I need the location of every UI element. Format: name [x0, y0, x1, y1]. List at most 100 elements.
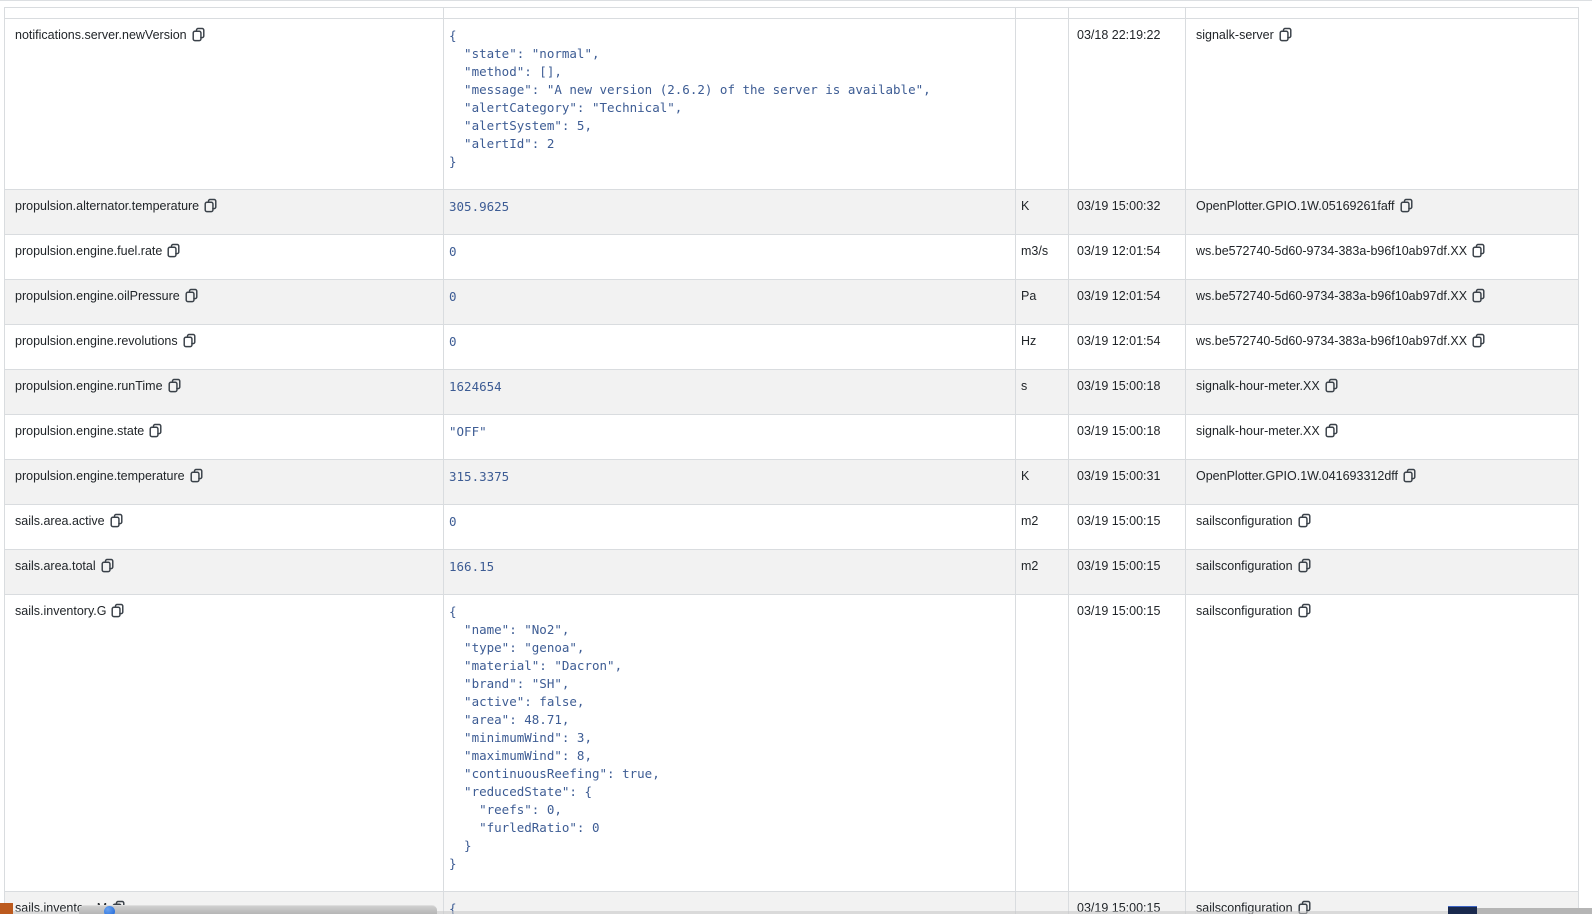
units-cell — [1015, 891, 1069, 914]
table-row: sails.inventory.M { "name": "Main" 03/19… — [4, 891, 1579, 914]
copy-source-icon[interactable] — [1472, 288, 1485, 303]
source-label: sailsconfiguration — [1196, 514, 1293, 528]
value-cell: 0 — [443, 279, 1016, 325]
path-cell: sails.area.total — [4, 549, 444, 595]
table-row: propulsion.engine.revolutions 0 Hz 03/19… — [4, 324, 1579, 370]
copy-path-icon[interactable] — [204, 198, 217, 213]
taskbar-right-strip[interactable] — [1477, 908, 1592, 914]
path-label: propulsion.engine.runTime — [15, 379, 163, 393]
taskbar-app-icon[interactable] — [104, 906, 115, 914]
partial-path-cell — [4, 7, 444, 19]
path-label: notifications.server.newVersion — [15, 28, 187, 42]
source-label: OpenPlotter.GPIO.1W.041693312dff — [1196, 469, 1398, 483]
timestamp-label: 03/19 12:01:54 — [1077, 289, 1161, 303]
copy-source-icon[interactable] — [1279, 27, 1292, 42]
copy-source-icon[interactable] — [1472, 243, 1485, 258]
units-cell: K — [1015, 459, 1069, 505]
timestamp-label: 03/18 22:19:22 — [1077, 28, 1161, 42]
value-cell: { "name": "Main" — [443, 891, 1016, 914]
units-label: K — [1021, 199, 1030, 213]
timestamp-cell: 03/19 15:00:15 — [1068, 891, 1186, 914]
copy-source-icon[interactable] — [1325, 423, 1338, 438]
copy-path-icon[interactable] — [185, 288, 198, 303]
source-label: signalk-hour-meter.XX — [1196, 379, 1320, 393]
copy-path-icon[interactable] — [190, 468, 203, 483]
copy-source-icon[interactable] — [1298, 558, 1311, 573]
units-cell: m2 — [1015, 504, 1069, 550]
copy-path-icon[interactable] — [192, 27, 205, 42]
source-label: sailsconfiguration — [1196, 559, 1293, 573]
path-label: propulsion.engine.oilPressure — [15, 289, 180, 303]
copy-source-icon[interactable] — [1298, 603, 1311, 618]
timestamp-label: 03/19 12:01:54 — [1077, 244, 1161, 258]
units-cell: K — [1015, 189, 1069, 235]
timestamp-label: 03/19 15:00:18 — [1077, 379, 1161, 393]
partial-row-top — [4, 7, 1579, 19]
table-row: propulsion.engine.fuel.rate 0 m3/s 03/19… — [4, 234, 1579, 280]
source-cell: ws.be572740-5d60-9734-383a-b96f10ab97df.… — [1185, 324, 1579, 370]
source-label: ws.be572740-5d60-9734-383a-b96f10ab97df.… — [1196, 289, 1468, 303]
taskbar-window-bar[interactable] — [79, 905, 437, 914]
top-row-divider — [0, 0, 1592, 1]
source-label: OpenPlotter.GPIO.1W.05169261faff — [1196, 199, 1395, 213]
copy-path-icon[interactable] — [167, 243, 180, 258]
value-cell: 0 — [443, 504, 1016, 550]
copy-path-icon[interactable] — [101, 558, 114, 573]
partial-timestamp-cell — [1068, 7, 1186, 19]
source-label: ws.be572740-5d60-9734-383a-b96f10ab97df.… — [1196, 244, 1468, 258]
path-label: propulsion.engine.revolutions — [15, 334, 178, 348]
path-cell: sails.area.active — [4, 504, 444, 550]
value-cell: 0 — [443, 324, 1016, 370]
copy-path-icon[interactable] — [110, 513, 123, 528]
source-label: signalk-server — [1196, 28, 1274, 42]
path-cell: notifications.server.newVersion — [4, 18, 444, 190]
source-label: sailsconfiguration — [1196, 901, 1293, 914]
timestamp-cell: 03/19 12:01:54 — [1068, 234, 1186, 280]
partial-units-cell — [1015, 7, 1069, 19]
data-table-body: notifications.server.newVersion { "state… — [4, 7, 1579, 914]
units-cell — [1015, 18, 1069, 190]
path-cell: propulsion.engine.temperature — [4, 459, 444, 505]
value-text: 315.3375 — [449, 469, 510, 484]
taskbar-left-accent[interactable] — [0, 903, 13, 914]
value-text: 0 — [449, 334, 457, 349]
timestamp-cell: 03/19 15:00:32 — [1068, 189, 1186, 235]
path-cell: sails.inventory.G — [4, 594, 444, 892]
units-cell: s — [1015, 369, 1069, 415]
copy-path-icon[interactable] — [183, 333, 196, 348]
source-cell: ws.be572740-5d60-9734-383a-b96f10ab97df.… — [1185, 279, 1579, 325]
timestamp-cell: 03/19 15:00:15 — [1068, 594, 1186, 892]
timestamp-cell: 03/19 15:00:15 — [1068, 504, 1186, 550]
table-row: propulsion.engine.runTime 1624654 s 03/1… — [4, 369, 1579, 415]
path-label: propulsion.alternator.temperature — [15, 199, 200, 213]
value-text: { "name": "Main" — [449, 901, 457, 914]
timestamp-cell: 03/19 15:00:31 — [1068, 459, 1186, 505]
value-cell: 1624654 — [443, 369, 1016, 415]
table-row: propulsion.engine.state "OFF" 03/19 15:0… — [4, 414, 1579, 460]
copy-source-icon[interactable] — [1325, 378, 1338, 393]
source-cell: ws.be572740-5d60-9734-383a-b96f10ab97df.… — [1185, 234, 1579, 280]
copy-source-icon[interactable] — [1403, 468, 1416, 483]
value-cell: 0 — [443, 234, 1016, 280]
units-cell: Hz — [1015, 324, 1069, 370]
copy-source-icon[interactable] — [1298, 513, 1311, 528]
copy-source-icon[interactable] — [1472, 333, 1485, 348]
units-label: m3/s — [1021, 244, 1049, 258]
units-label: m2 — [1021, 514, 1039, 528]
copy-path-icon[interactable] — [168, 378, 181, 393]
path-label: sails.inventory.G — [15, 604, 107, 618]
timestamp-cell: 03/19 15:00:18 — [1068, 369, 1186, 415]
path-cell: propulsion.alternator.temperature — [4, 189, 444, 235]
copy-path-icon[interactable] — [149, 423, 162, 438]
path-cell: propulsion.engine.fuel.rate — [4, 234, 444, 280]
units-label: m2 — [1021, 559, 1039, 573]
units-cell — [1015, 594, 1069, 892]
source-cell: signalk-hour-meter.XX — [1185, 414, 1579, 460]
table-row: notifications.server.newVersion { "state… — [4, 18, 1579, 190]
copy-source-icon[interactable] — [1400, 198, 1413, 213]
value-text: "OFF" — [449, 424, 487, 439]
timestamp-label: 03/19 15:00:15 — [1077, 901, 1161, 914]
path-label: sails.area.active — [15, 514, 105, 528]
copy-path-icon[interactable] — [111, 603, 124, 618]
taskbar-navy-window[interactable] — [1448, 906, 1477, 914]
